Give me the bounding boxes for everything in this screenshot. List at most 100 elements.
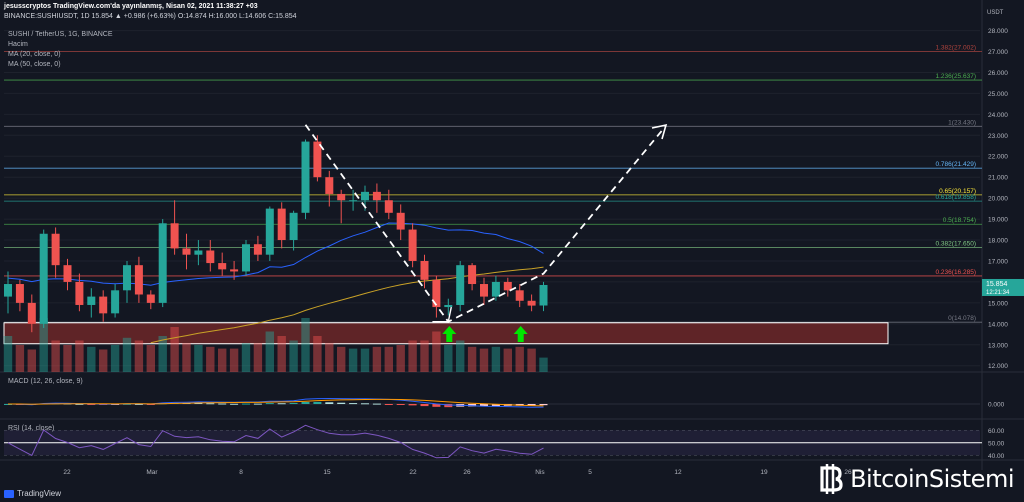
macd-histogram-bar — [539, 404, 548, 406]
y-tick-label: 20.000 — [988, 196, 1008, 203]
y-tick-label: 24.000 — [988, 112, 1008, 119]
macd-histogram-bar — [277, 403, 286, 405]
volume-bar — [110, 345, 120, 372]
volume-bar — [432, 331, 441, 372]
macd-histogram-bar — [242, 403, 250, 405]
volume-bar — [182, 343, 191, 372]
candle-body — [87, 296, 96, 305]
candle-body — [63, 265, 72, 282]
candle-body — [265, 208, 274, 255]
macd-histogram-bar — [123, 403, 131, 405]
x-tick-label: 22 — [63, 469, 71, 476]
candle-body — [480, 284, 488, 297]
fib-label: 1.382(27.002) — [936, 44, 976, 51]
macd-histogram-bar — [194, 403, 203, 405]
macd-histogram-bar — [384, 404, 393, 405]
symbol-legend[interactable]: SUSHI / TetherUS, 1G, BINANCE — [8, 31, 113, 38]
rsi-tick-label: 60.00 — [988, 428, 1005, 435]
macd-histogram-bar — [408, 404, 417, 406]
volume-bar — [3, 336, 13, 372]
macd-histogram-bar — [87, 404, 96, 405]
volume-bar — [515, 346, 524, 372]
volume-bar — [241, 343, 251, 372]
currency-label: USDT — [987, 10, 1004, 16]
volume-bar — [265, 331, 274, 372]
volume-bar — [170, 327, 179, 372]
current-price-tag — [982, 278, 1024, 296]
macd-histogram-bar — [218, 403, 227, 405]
projection-arrowhead — [651, 123, 668, 140]
candle-body — [408, 229, 417, 261]
fib-label: 0.786(21.429) — [936, 161, 976, 168]
candle-body — [396, 212, 405, 230]
ma50-line — [150, 266, 544, 344]
macd-histogram-bar — [420, 404, 429, 407]
macd-histogram-bar — [325, 402, 334, 404]
macd-histogram-bar — [491, 404, 500, 407]
candle-body — [39, 233, 48, 324]
macd-histogram-bar — [75, 403, 84, 405]
projection-path — [304, 124, 666, 323]
rsi-legend[interactable]: RSI (14, close) — [8, 425, 55, 432]
macd-legend[interactable]: MACD (12, 26, close, 9) — [8, 378, 83, 385]
bitcoin-icon — [820, 464, 843, 494]
fib-label: 0(14.078) — [948, 315, 976, 322]
volume-bar — [384, 346, 393, 372]
publish-info-text: jesusscryptos TradingView.com'da yayınla… — [4, 3, 258, 10]
x-tick-label: 8 — [239, 469, 243, 476]
volume-bar — [301, 318, 310, 372]
volume-bar — [289, 340, 298, 372]
macd-histogram-bar — [527, 404, 536, 406]
candle-body — [111, 290, 120, 314]
macd-histogram-bar — [206, 403, 215, 405]
macd-histogram-bar — [265, 403, 274, 405]
volume-bar — [503, 348, 512, 372]
candle-body — [206, 250, 215, 264]
y-tick-label: 18.000 — [988, 238, 1008, 245]
publish-info: jesusscryptos TradingView.com'da yayınla… — [4, 2, 258, 11]
candle-body — [361, 191, 369, 201]
candle-body — [468, 265, 477, 285]
volume-bar — [479, 348, 489, 372]
y-tick-label: 23.000 — [988, 133, 1008, 140]
volume-bar — [15, 345, 25, 372]
candle-body — [146, 294, 155, 303]
macd-histogram-bar — [349, 403, 358, 405]
tradingview-logo[interactable]: TradingView — [4, 489, 61, 498]
candle-body — [456, 265, 465, 305]
candle-body — [313, 141, 322, 178]
candle-body — [384, 200, 393, 213]
volume-bar — [146, 345, 155, 372]
fib-label: 1(23.430) — [948, 119, 976, 126]
candle-body — [123, 265, 131, 291]
volume-bar — [337, 346, 346, 372]
volume-bar — [444, 345, 453, 372]
volume-bar — [277, 336, 286, 372]
macd-histogram-bar — [289, 402, 298, 404]
ohlc-info: BINANCE:SUSHIUSDT, 1D 15.854 ▲ +0.986 (+… — [4, 13, 297, 20]
volume-bar — [408, 340, 417, 372]
current-price-label: 15.854 — [986, 281, 1008, 288]
candle-body — [218, 263, 227, 270]
volume-legend[interactable]: Hacim — [8, 41, 28, 48]
candle-body — [515, 290, 524, 301]
up-arrow-icon — [513, 326, 528, 342]
candle-body — [539, 284, 548, 306]
ma50-legend[interactable]: MA (50, close, 0) — [8, 61, 61, 68]
volume-bar — [158, 336, 167, 372]
y-tick-label: 27.000 — [988, 49, 1008, 56]
macd-histogram-bar — [361, 403, 369, 405]
y-tick-label: 25.000 — [988, 91, 1008, 98]
candle-body — [158, 223, 167, 303]
volume-bar — [27, 349, 36, 372]
countdown-label: 12:21:34 — [986, 290, 1010, 296]
candle-body — [170, 223, 179, 249]
ma20-legend[interactable]: MA (20, close, 0) — [8, 51, 61, 58]
fib-label: 1.236(25.637) — [936, 73, 976, 80]
candle-body — [289, 212, 298, 241]
macd-histogram-bar — [313, 401, 322, 404]
volume-bar — [372, 346, 382, 372]
macd-histogram-bar — [372, 403, 381, 405]
volume-bar — [253, 343, 263, 372]
